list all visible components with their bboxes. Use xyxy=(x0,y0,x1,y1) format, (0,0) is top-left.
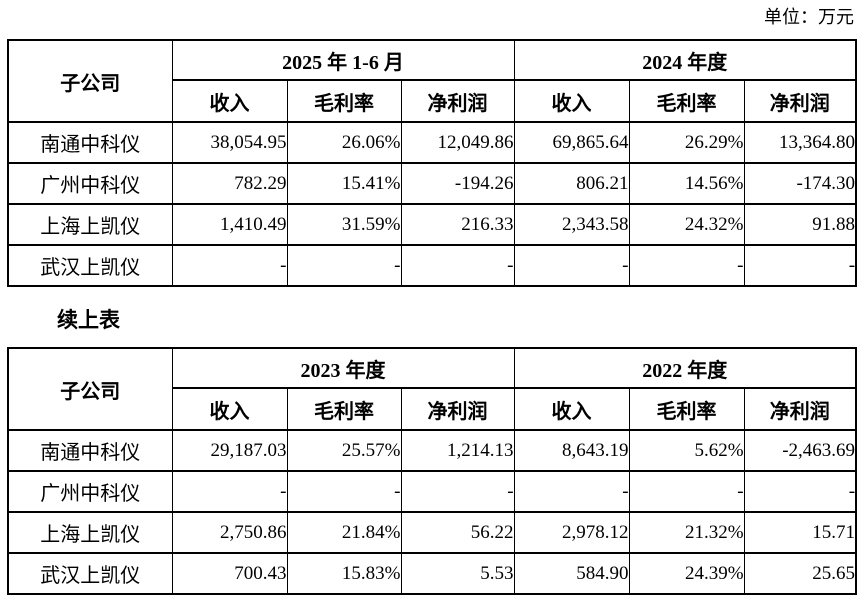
metric-header-revenue: 收入 xyxy=(513,79,630,123)
value-cell: 1,410.49 xyxy=(171,203,288,246)
value-cell: 2,343.58 xyxy=(513,203,630,246)
value-cell: 56.22 xyxy=(400,511,515,554)
value-cell: - xyxy=(513,244,630,287)
value-cell: 25.65 xyxy=(743,552,857,595)
value-cell: - xyxy=(628,244,745,287)
value-cell: 21.84% xyxy=(286,511,402,554)
table-row: 南通中科仪 38,054.95 26.06% 12,049.86 69,865.… xyxy=(7,121,857,164)
value-cell: - xyxy=(286,244,402,287)
value-cell: - xyxy=(743,470,857,513)
value-cell: 24.39% xyxy=(628,552,745,595)
value-cell: - xyxy=(400,244,515,287)
metric-header-gross-margin: 毛利率 xyxy=(628,387,745,431)
value-cell: 21.32% xyxy=(628,511,745,554)
financial-table-first: 子公司 2025 年 1-6 月 2024 年度 收入 毛利率 净利润 收入 毛… xyxy=(7,39,858,287)
value-cell: 26.29% xyxy=(628,121,745,164)
period-header-2025h1: 2025 年 1-6 月 xyxy=(171,39,515,81)
value-cell: 15.41% xyxy=(286,162,402,205)
value-cell: 69,865.64 xyxy=(513,121,630,164)
value-cell: - xyxy=(743,244,857,287)
table-row: 上海上凯仪 1,410.49 31.59% 216.33 2,343.58 24… xyxy=(7,203,857,246)
value-cell: 15.83% xyxy=(286,552,402,595)
value-cell: 2,750.86 xyxy=(171,511,288,554)
value-cell: - xyxy=(286,470,402,513)
value-cell: 13,364.80 xyxy=(743,121,857,164)
metric-header-net-profit: 净利润 xyxy=(743,387,857,431)
metric-header-revenue: 收入 xyxy=(171,79,288,123)
value-cell: -2,463.69 xyxy=(743,429,857,472)
value-cell: -194.26 xyxy=(400,162,515,205)
value-cell: 2,978.12 xyxy=(513,511,630,554)
financial-table-continued: 子公司 2023 年度 2022 年度 收入 毛利率 净利润 收入 毛利率 净利… xyxy=(7,347,858,595)
value-cell: 25.57% xyxy=(286,429,402,472)
value-cell: 26.06% xyxy=(286,121,402,164)
metric-header-net-profit: 净利润 xyxy=(743,79,857,123)
company-name-cell: 武汉上凯仪 xyxy=(7,552,173,595)
value-cell: - xyxy=(171,244,288,287)
value-cell: - xyxy=(628,470,745,513)
table-row: 上海上凯仪 2,750.86 21.84% 56.22 2,978.12 21.… xyxy=(7,511,857,554)
value-cell: - xyxy=(171,470,288,513)
metric-header-net-profit: 净利润 xyxy=(400,79,515,123)
value-cell: 15.71 xyxy=(743,511,857,554)
value-cell: 806.21 xyxy=(513,162,630,205)
metric-header-gross-margin: 毛利率 xyxy=(286,387,402,431)
value-cell: 5.53 xyxy=(400,552,515,595)
company-name-cell: 上海上凯仪 xyxy=(7,203,173,246)
value-cell: 31.59% xyxy=(286,203,402,246)
value-cell: 216.33 xyxy=(400,203,515,246)
value-cell: 700.43 xyxy=(171,552,288,595)
value-cell: 5.62% xyxy=(628,429,745,472)
continuation-label: 续上表 xyxy=(57,308,120,332)
company-name-cell: 南通中科仪 xyxy=(7,121,173,164)
metric-header-revenue: 收入 xyxy=(513,387,630,431)
value-cell: - xyxy=(513,470,630,513)
table-row: 广州中科仪 - - - - - - xyxy=(7,470,857,513)
company-name-cell: 南通中科仪 xyxy=(7,429,173,472)
value-cell: 1,214.13 xyxy=(400,429,515,472)
period-header-2022: 2022 年度 xyxy=(513,347,857,389)
value-cell: - xyxy=(400,470,515,513)
period-header-2024: 2024 年度 xyxy=(513,39,857,81)
value-cell: 29,187.03 xyxy=(171,429,288,472)
value-cell: 12,049.86 xyxy=(400,121,515,164)
unit-label: 单位：万元 xyxy=(764,7,854,27)
period-header-2023: 2023 年度 xyxy=(171,347,515,389)
table-row: 南通中科仪 29,187.03 25.57% 1,214.13 8,643.19… xyxy=(7,429,857,472)
table-row: 武汉上凯仪 700.43 15.83% 5.53 584.90 24.39% 2… xyxy=(7,552,857,595)
company-name-cell: 广州中科仪 xyxy=(7,162,173,205)
metric-header-revenue: 收入 xyxy=(171,387,288,431)
value-cell: 24.32% xyxy=(628,203,745,246)
corner-header-subsidiary: 子公司 xyxy=(7,347,173,431)
value-cell: -174.30 xyxy=(743,162,857,205)
company-name-cell: 广州中科仪 xyxy=(7,470,173,513)
corner-header-subsidiary: 子公司 xyxy=(7,39,173,123)
company-name-cell: 上海上凯仪 xyxy=(7,511,173,554)
value-cell: 91.88 xyxy=(743,203,857,246)
table-row: 武汉上凯仪 - - - - - - xyxy=(7,244,857,287)
metric-header-net-profit: 净利润 xyxy=(400,387,515,431)
value-cell: 782.29 xyxy=(171,162,288,205)
value-cell: 38,054.95 xyxy=(171,121,288,164)
value-cell: 8,643.19 xyxy=(513,429,630,472)
metric-header-gross-margin: 毛利率 xyxy=(286,79,402,123)
table-row: 广州中科仪 782.29 15.41% -194.26 806.21 14.56… xyxy=(7,162,857,205)
value-cell: 14.56% xyxy=(628,162,745,205)
company-name-cell: 武汉上凯仪 xyxy=(7,244,173,287)
metric-header-gross-margin: 毛利率 xyxy=(628,79,745,123)
value-cell: 584.90 xyxy=(513,552,630,595)
